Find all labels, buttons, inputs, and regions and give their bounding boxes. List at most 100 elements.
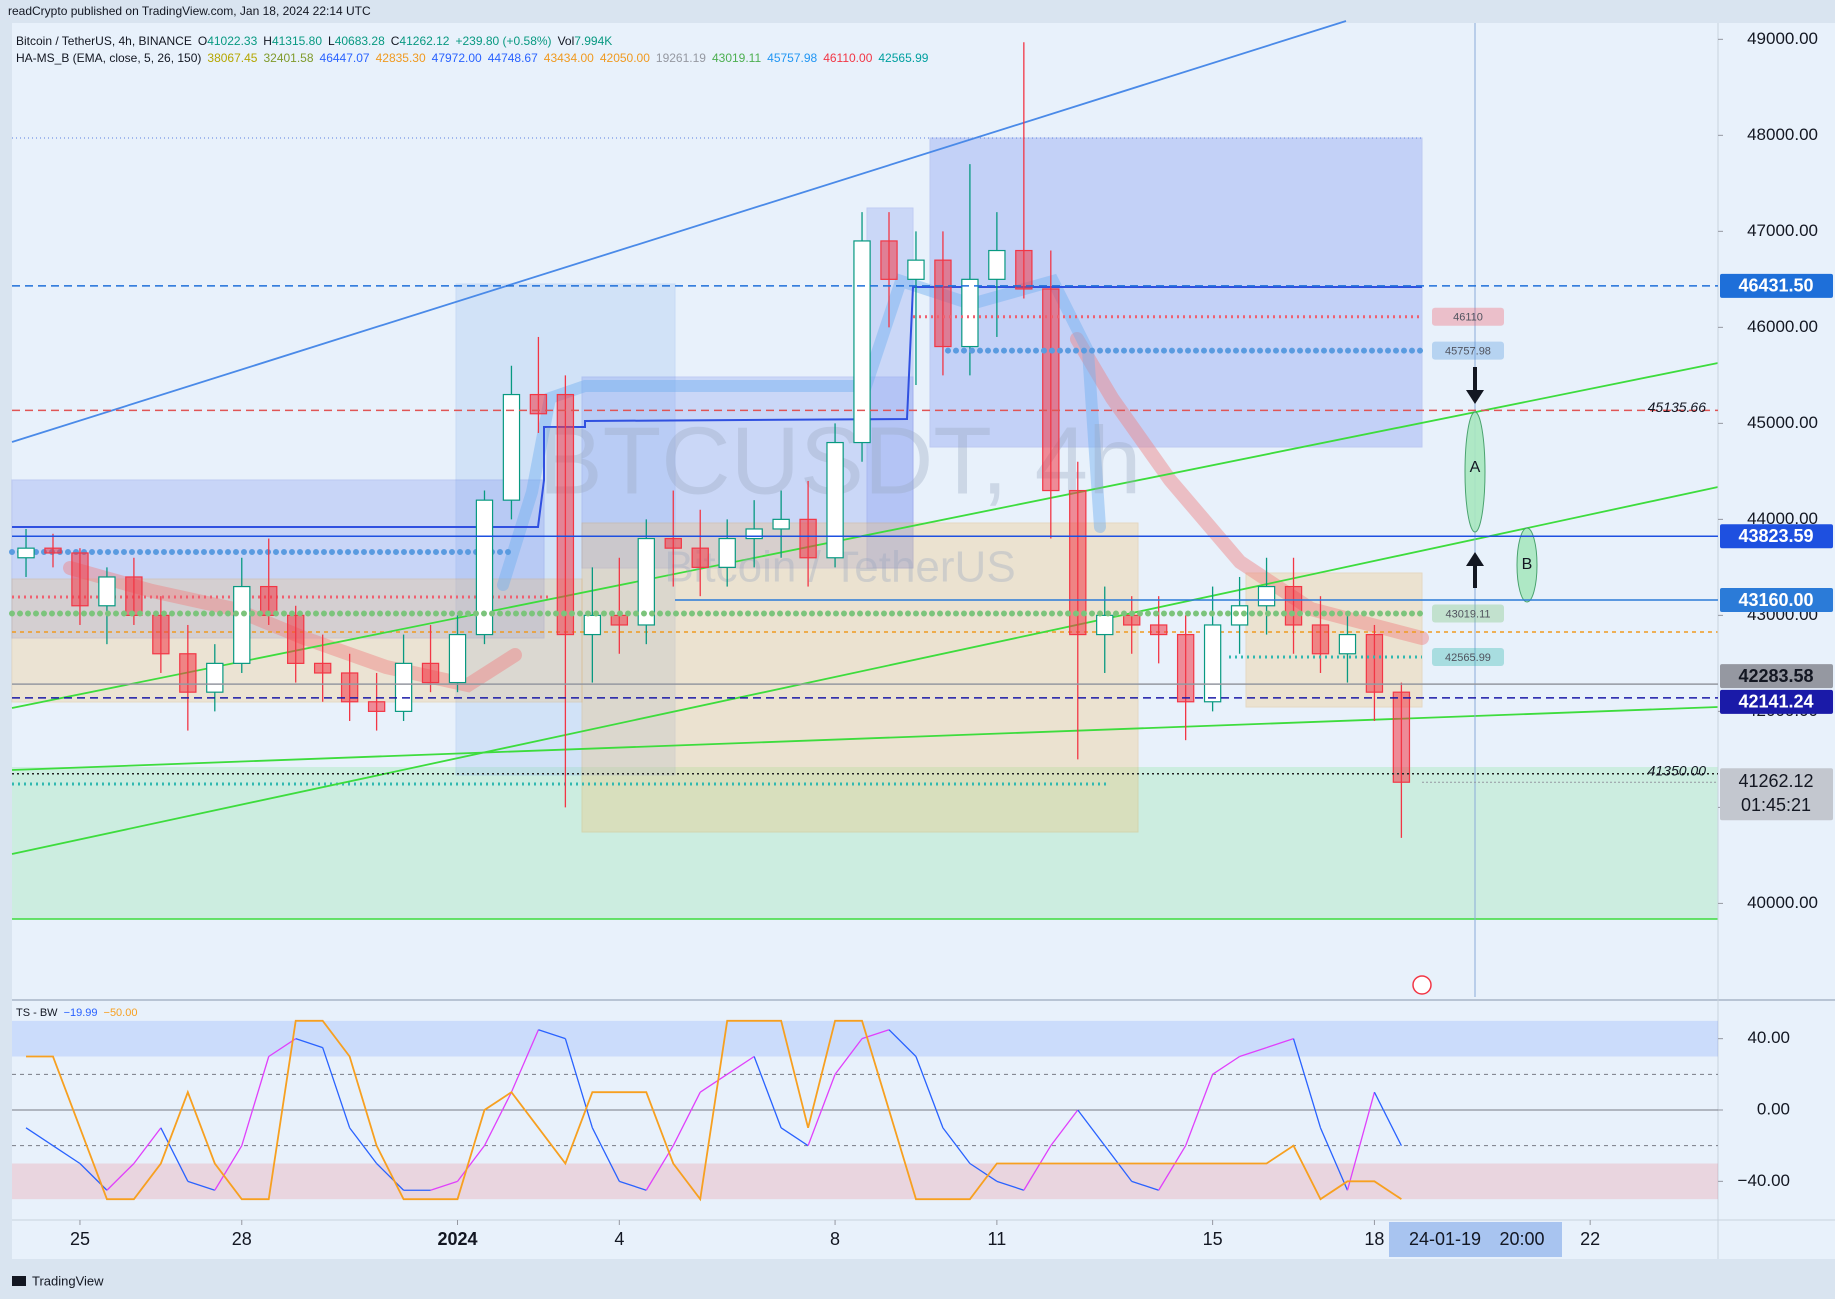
indicator-value: 46447.07 <box>319 51 370 65</box>
volume-key: Vol <box>557 34 575 48</box>
osc-value: −19.99 <box>63 1007 98 1019</box>
x-tick-label: 11 <box>988 1229 1007 1249</box>
candle-body <box>1015 249 1033 290</box>
volume-value: 7.994K <box>574 34 613 48</box>
osc-segment <box>456 1145 485 1182</box>
osc-segment <box>699 1073 728 1093</box>
candle-body <box>691 547 709 568</box>
indicator-value: 46110.00 <box>823 51 873 65</box>
candle-body <box>745 528 763 540</box>
candle-body <box>367 701 386 712</box>
price-tag <box>1720 664 1833 689</box>
price-tag <box>1720 524 1833 549</box>
osc-segment <box>52 1145 81 1165</box>
candle-body <box>610 614 629 626</box>
crosshair-date: 24-01-19 <box>1409 1229 1481 1249</box>
annotation-ellipse <box>1516 527 1538 603</box>
osc-segment <box>591 1127 620 1182</box>
level-label: 45135.66 <box>1648 399 1707 415</box>
indicator-value: 43019.11 <box>711 51 762 65</box>
annotation: A <box>1470 459 1481 476</box>
footer-brand: TradingView <box>32 1273 104 1288</box>
candle-body <box>475 499 494 636</box>
osc-segment <box>376 1163 405 1191</box>
x-tick-label: 4 <box>614 1229 624 1249</box>
candle-body <box>988 249 1006 280</box>
trend-line <box>11 20 1347 443</box>
chart-background <box>12 23 1835 1259</box>
candle-body <box>1176 633 1195 703</box>
x-tick-label: 25 <box>70 1229 90 1249</box>
event-icon <box>1412 975 1432 995</box>
osc-segment <box>1266 1038 1294 1049</box>
candle-body <box>394 662 413 712</box>
indicator-value: 43434.00 <box>543 51 594 65</box>
osc-segment <box>969 1162 998 1182</box>
candle-body <box>853 240 871 444</box>
osc-segment <box>160 1127 189 1182</box>
countdown: 01:45:21 <box>1741 795 1811 815</box>
candle-body <box>1123 614 1141 626</box>
candle-body <box>529 393 548 415</box>
osc-segment <box>268 1038 297 1058</box>
y-tick-label: 47000.00 <box>1747 221 1818 240</box>
candle-body <box>880 240 898 280</box>
osc-segment <box>996 1180 1025 1191</box>
osc-zone <box>12 1163 1718 1200</box>
osc-segment <box>1023 1145 1052 1191</box>
candle-body <box>152 614 170 655</box>
level-label: 41350.00 <box>1648 762 1707 778</box>
candle-body <box>583 614 602 636</box>
candle-body <box>1338 633 1357 655</box>
publisher: readCrypto published on TradingView.com,… <box>8 4 371 18</box>
osc-name: TS - BW <box>16 1007 58 1019</box>
indicator-name: HA-MS_B (EMA, close, 5, 26, 150) <box>16 51 202 65</box>
osc-segment <box>1185 1074 1214 1146</box>
candle-body <box>1069 489 1087 636</box>
osc-segment <box>807 1074 836 1146</box>
ohlc-value: 41315.80 <box>271 34 322 48</box>
candle-body <box>313 662 332 674</box>
osc-segment <box>106 1163 135 1191</box>
candle-body <box>718 537 736 568</box>
crosshair-label-box <box>1389 1222 1562 1257</box>
indicator-value: 45757.98 <box>767 51 818 65</box>
trend-line <box>11 486 1719 855</box>
arrow <box>1466 390 1484 404</box>
osc-segment <box>295 1038 323 1049</box>
candle-body <box>287 614 305 664</box>
osc-zone <box>12 1020 1718 1057</box>
y-tick-label: 44000.00 <box>1747 509 1818 528</box>
osc-segment <box>672 1091 701 1146</box>
candle-body <box>421 662 440 684</box>
osc-value: −50.00 <box>103 1007 138 1019</box>
osc-segment <box>726 1055 755 1075</box>
level-pill-label: 43019.11 <box>1445 608 1490 620</box>
osc-segment <box>1212 1055 1240 1075</box>
ohlc-key: L <box>328 34 335 48</box>
osc-segment <box>834 1038 863 1075</box>
price-tag <box>1720 273 1833 298</box>
last-price-label: 41262.12 <box>1738 771 1813 791</box>
osc-segment <box>888 1029 917 1057</box>
candle-body <box>1096 614 1114 636</box>
ohlc-key: H <box>263 34 272 48</box>
osc-tick-label: 40.00 <box>1747 1028 1790 1047</box>
osc-segment <box>241 1056 270 1146</box>
indicator-value: 44748.67 <box>487 51 538 65</box>
price-legend: Bitcoin / TetherUS, 4h, BINANCE O41022.33… <box>16 34 618 48</box>
osc-segment <box>538 1029 566 1040</box>
level-pill <box>1432 604 1504 623</box>
candle-body <box>17 547 35 559</box>
candle-body <box>125 576 143 616</box>
y-tick-label: 46000.00 <box>1747 317 1818 336</box>
candle-body <box>556 393 575 636</box>
osc-tick-label: −40.00 <box>1738 1171 1790 1190</box>
osc-segment <box>322 1047 351 1129</box>
candle-body <box>179 653 197 693</box>
candle-body <box>637 537 655 626</box>
annotation-ellipse <box>1464 411 1486 533</box>
zone-box <box>929 137 1423 448</box>
ohlc-value: 40683.28 <box>334 34 385 48</box>
price-tag-label: 43823.59 <box>1738 526 1813 546</box>
